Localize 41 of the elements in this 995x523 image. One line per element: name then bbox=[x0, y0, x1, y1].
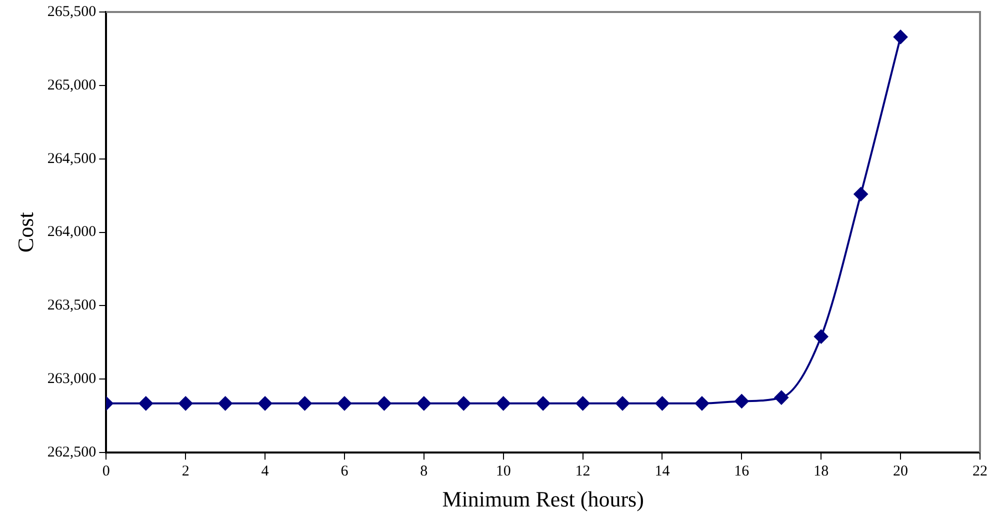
y-tick-label: 264,500 bbox=[47, 150, 96, 167]
point bbox=[377, 396, 392, 410]
point bbox=[298, 396, 312, 410]
y-tick-label: 262,500 bbox=[47, 444, 96, 461]
point bbox=[456, 396, 471, 410]
y-tick-label: 263,000 bbox=[47, 371, 96, 388]
x-tick-label: 6 bbox=[340, 464, 349, 480]
x-tick-label: 14 bbox=[654, 464, 670, 480]
point bbox=[138, 396, 153, 410]
x-tick-label: 4 bbox=[261, 464, 270, 480]
y-tick-label: 265,000 bbox=[47, 77, 96, 94]
x-tick-label: 2 bbox=[182, 464, 190, 480]
point bbox=[218, 396, 232, 410]
point bbox=[496, 396, 510, 410]
point bbox=[854, 187, 868, 202]
y-tick-label: 265,500 bbox=[47, 4, 96, 20]
point bbox=[536, 396, 550, 410]
x-tick-label: 18 bbox=[814, 464, 829, 480]
point bbox=[734, 394, 749, 408]
x-tick-label: 12 bbox=[575, 464, 590, 480]
point bbox=[655, 396, 670, 410]
point bbox=[337, 396, 352, 410]
point bbox=[814, 330, 828, 344]
point bbox=[616, 396, 630, 410]
x-tick-label: 10 bbox=[496, 464, 511, 480]
y-axis-title: Cost bbox=[12, 212, 38, 252]
point bbox=[178, 396, 193, 410]
point bbox=[694, 396, 709, 410]
point bbox=[416, 396, 431, 410]
x-tick-label: 22 bbox=[972, 464, 988, 480]
point bbox=[258, 396, 272, 410]
x-tick-label: 8 bbox=[420, 464, 428, 480]
point bbox=[576, 396, 590, 410]
x-tick-label: 20 bbox=[893, 464, 908, 480]
y-tick-label: 264,000 bbox=[47, 224, 96, 240]
point bbox=[774, 390, 788, 405]
x-tick-label: 16 bbox=[734, 464, 750, 480]
x-tick-label: 0 bbox=[102, 464, 110, 480]
point bbox=[894, 30, 908, 44]
x-axis-title: Minimum Rest (hours) bbox=[442, 486, 644, 512]
y-tick-label: 263,500 bbox=[47, 298, 96, 314]
